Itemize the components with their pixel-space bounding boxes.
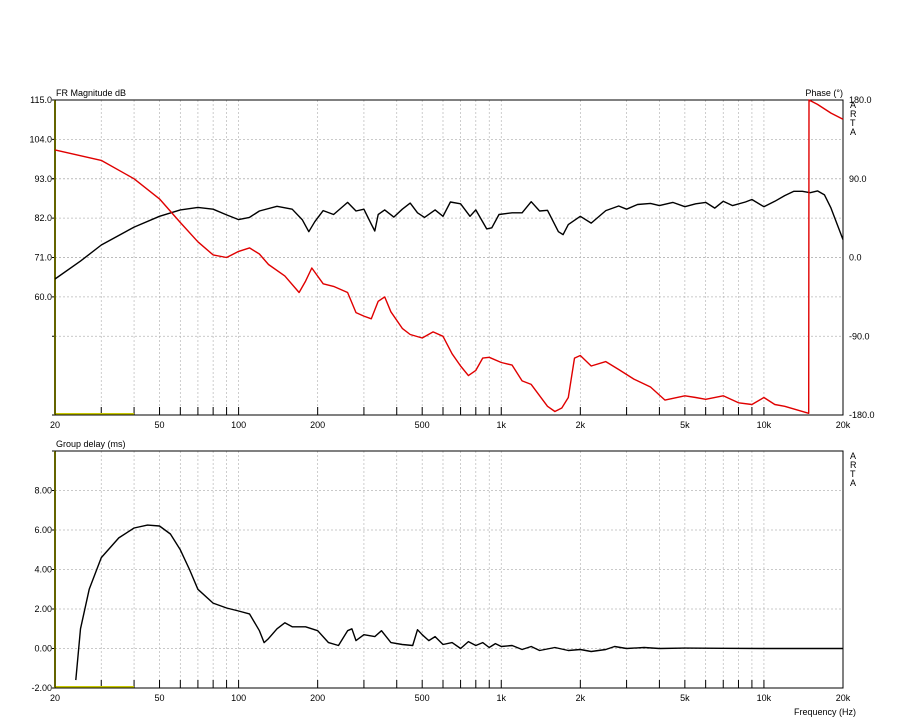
arta-watermark-letter: A bbox=[850, 127, 856, 137]
y2-tick-label: -90.0 bbox=[849, 331, 870, 341]
group-delay-panel: Group delay (ms) Frequency (Hz) 8.00 6.00… bbox=[31, 439, 857, 717]
x-tick-label: 5k bbox=[680, 420, 690, 430]
arta-watermark-letter: T bbox=[850, 118, 856, 128]
y2-tick-label: 90.0 bbox=[849, 174, 867, 184]
x-tick-label: 200 bbox=[310, 693, 325, 703]
x-tick-label: 20k bbox=[836, 693, 851, 703]
arta-watermark-letter: R bbox=[850, 460, 857, 470]
y-tick-label: 6.00 bbox=[34, 525, 52, 535]
y-tick-label: 71.0 bbox=[34, 253, 52, 263]
x-tick-label: 100 bbox=[231, 693, 246, 703]
plot-frame bbox=[54, 99, 844, 416]
x-tick-label: 2k bbox=[576, 693, 586, 703]
y-tick-label: 4.00 bbox=[34, 565, 52, 575]
x-tick-label: 10k bbox=[757, 693, 772, 703]
y-tick-label: 93.0 bbox=[34, 174, 52, 184]
y-tick-label: 2.00 bbox=[34, 604, 52, 614]
y2-tick-label: -180.0 bbox=[849, 410, 875, 420]
fr-magnitude-phase-panel: FR Magnitude dB Phase (°) 115.0 104.0 93.0… bbox=[29, 88, 874, 430]
x-tick-label: 50 bbox=[155, 693, 165, 703]
arta-watermark-letter: A bbox=[850, 478, 856, 488]
x-tick-label: 1k bbox=[497, 420, 507, 430]
y-tick-label: 0.00 bbox=[34, 644, 52, 654]
x-tick-label: 500 bbox=[415, 420, 430, 430]
phase-series-line bbox=[54, 99, 844, 414]
x-tick-label: 2k bbox=[576, 420, 586, 430]
y-tick-label: -2.00 bbox=[31, 683, 52, 693]
x-tick-label: 200 bbox=[310, 420, 325, 430]
magnitude-series-line bbox=[54, 190, 844, 280]
x-tick-label: 100 bbox=[231, 420, 246, 430]
group-delay-series-line bbox=[75, 524, 843, 681]
arta-watermark-letter: A bbox=[850, 451, 856, 461]
y-tick-label: 115.0 bbox=[30, 95, 52, 105]
plot-frame bbox=[54, 450, 844, 689]
x-tick-label: 20k bbox=[836, 420, 851, 430]
x-tick-label: 20 bbox=[50, 420, 60, 430]
arta-watermark-letter: T bbox=[850, 469, 856, 479]
x-tick-label: 10k bbox=[757, 420, 772, 430]
y2-tick-label: 0.0 bbox=[849, 253, 862, 263]
frequency-axis-label: Frequency (Hz) bbox=[794, 707, 856, 717]
y-tick-label: 60.0 bbox=[34, 292, 52, 302]
x-tick-label: 5k bbox=[680, 693, 690, 703]
phase-title: Phase (°) bbox=[805, 88, 843, 98]
x-tick-label: 20 bbox=[50, 693, 60, 703]
grid-lines bbox=[52, 450, 843, 689]
arta-watermark-letter: R bbox=[850, 109, 857, 119]
x-tick-label: 1k bbox=[497, 693, 507, 703]
y-tick-label: 8.00 bbox=[34, 486, 52, 496]
group-delay-title: Group delay (ms) bbox=[56, 439, 126, 449]
grid-lines bbox=[52, 99, 843, 416]
x-tick-label: 500 bbox=[415, 693, 430, 703]
arta-watermark-letter: A bbox=[850, 100, 856, 110]
x-tick-label: 50 bbox=[155, 420, 165, 430]
y-tick-label: 82.0 bbox=[34, 213, 52, 223]
fr-magnitude-title: FR Magnitude dB bbox=[56, 88, 126, 98]
y-tick-label: 104.0 bbox=[29, 134, 52, 144]
y2-tick-label: 180.0 bbox=[849, 95, 872, 105]
